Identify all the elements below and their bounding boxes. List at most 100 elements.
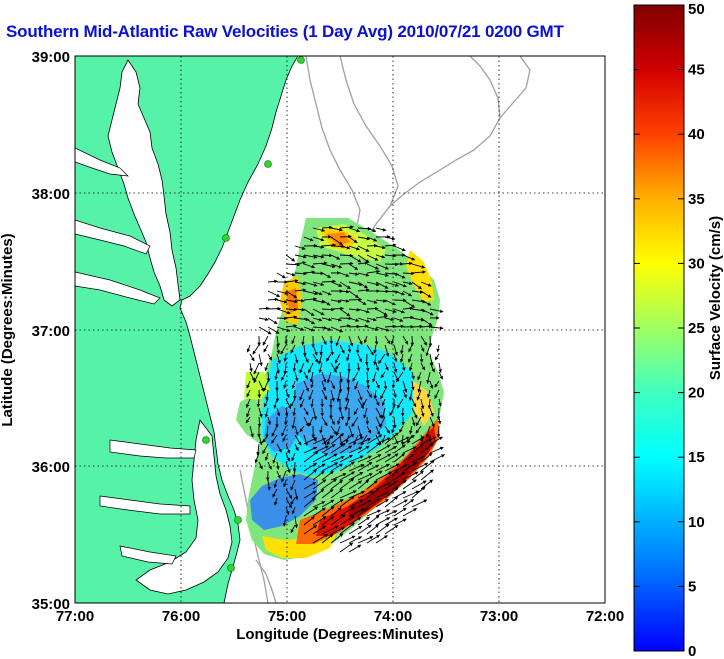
velocity-arrow <box>357 317 371 323</box>
velocity-arrow <box>348 446 363 454</box>
velocity-arrow <box>303 469 317 481</box>
x-tick-label: 76:00 <box>162 608 200 625</box>
velocity-arrow <box>366 269 381 274</box>
y-axis-label: Latitude (Degrees:Minutes) <box>0 233 16 426</box>
velocity-arrow <box>384 308 397 314</box>
colorbar-tick-label: 5 <box>688 578 696 595</box>
velocity-arrow <box>348 508 365 517</box>
velocity-arrow <box>258 317 269 322</box>
velocity-arrow <box>357 455 372 463</box>
velocity-arrow <box>303 490 317 499</box>
velocity-arrow <box>276 272 286 279</box>
velocity-arrow <box>330 507 342 517</box>
velocity-arrow <box>402 299 416 308</box>
x-tick-label: 75:00 <box>268 608 306 625</box>
velocity-arrow <box>303 407 309 416</box>
velocity-arrow <box>384 524 399 535</box>
velocity-arrow <box>420 436 437 445</box>
colorbar-gradient <box>633 4 685 652</box>
velocity-arrow <box>330 254 341 260</box>
velocity-arrow <box>380 371 386 379</box>
velocity-arrow <box>330 416 335 426</box>
velocity-arrow <box>283 353 288 363</box>
velocity-arrow <box>258 461 263 470</box>
velocity-arrow <box>339 434 344 447</box>
velocity-arrow <box>312 488 325 499</box>
velocity-arrow <box>262 434 269 443</box>
x-tick-label: 72:00 <box>586 608 624 625</box>
hf-radar-stations <box>202 56 305 572</box>
velocity-arrow <box>375 263 389 270</box>
velocity-arrow <box>335 335 341 347</box>
velocity-arrow <box>402 335 409 345</box>
velocity-arrow <box>384 510 398 517</box>
velocity-arrow <box>375 299 387 303</box>
velocity-arrow <box>366 480 378 490</box>
velocity-arrow <box>409 362 413 372</box>
velocity-arrow <box>354 380 359 390</box>
velocity-arrow <box>348 263 359 270</box>
velocity-arrow <box>339 433 355 445</box>
velocity-arrow <box>290 497 296 506</box>
velocity-arrow <box>285 299 298 304</box>
velocity-arrow <box>246 407 251 418</box>
velocity-arrow <box>408 389 413 401</box>
velocity-arrow <box>283 380 287 389</box>
velocity-arrow <box>330 489 343 499</box>
velocity-arrow <box>339 535 356 544</box>
velocity-arrow <box>267 306 282 311</box>
velocity-arrow <box>271 434 278 444</box>
velocity-arrow <box>393 272 406 279</box>
velocity-arrow <box>375 517 391 526</box>
velocity-arrow <box>402 462 418 472</box>
velocity-arrow <box>303 497 316 508</box>
velocity-arrow <box>262 335 269 346</box>
velocity-arrow <box>384 281 399 287</box>
velocity-arrow <box>321 317 333 322</box>
velocity-arrow <box>393 444 406 454</box>
velocity-arrow <box>363 335 368 344</box>
velocity-arrow <box>434 380 440 388</box>
velocity-arrow <box>303 326 315 332</box>
velocity-arrow <box>299 362 305 374</box>
chesapeake-bay <box>107 59 181 307</box>
velocity-arrow <box>294 353 299 364</box>
velocity-arrow <box>330 236 343 246</box>
velocity-arrow <box>357 445 370 454</box>
velocity-arrow <box>335 425 341 437</box>
y-tick-label: 35:00 <box>32 596 70 613</box>
velocity-arrow <box>416 389 422 401</box>
velocity-arrow <box>339 496 355 508</box>
velocity-arrow <box>348 297 363 302</box>
velocity-arrow <box>348 544 362 553</box>
velocity-arrow <box>330 455 345 463</box>
velocity-arrow <box>335 362 341 370</box>
velocity-arrow <box>419 353 424 363</box>
velocity-arrow <box>411 270 426 274</box>
velocity-arrow <box>375 523 390 535</box>
velocity-arrow <box>276 308 291 315</box>
velocity-arrow <box>257 416 262 428</box>
velocity-arrow <box>420 299 432 306</box>
velocity-arrow <box>344 398 350 411</box>
velocity-arrow <box>280 344 287 355</box>
velocity-arrow <box>258 380 265 392</box>
velocity-arrow <box>425 344 431 357</box>
velocity-arrow <box>339 490 357 499</box>
velocity-arrow <box>294 245 306 250</box>
velocity-arrow <box>393 344 398 356</box>
velocity-arrow <box>366 515 380 526</box>
velocity-arrow <box>267 297 279 302</box>
velocity-arrow <box>348 464 365 472</box>
velocity-arrow <box>258 306 270 311</box>
velocity-arrow <box>281 470 287 483</box>
velocity-arrow <box>321 478 337 490</box>
velocity-arrow <box>303 434 308 446</box>
velocity-arrow <box>402 271 415 276</box>
colorbar-tick-label: 0 <box>688 643 696 659</box>
velocity-arrow <box>357 425 363 438</box>
colorbar-tick-label: 40 <box>688 126 705 143</box>
velocity-arrow <box>384 463 400 472</box>
velocity-arrow <box>281 425 287 437</box>
velocity-arrow <box>393 317 404 322</box>
